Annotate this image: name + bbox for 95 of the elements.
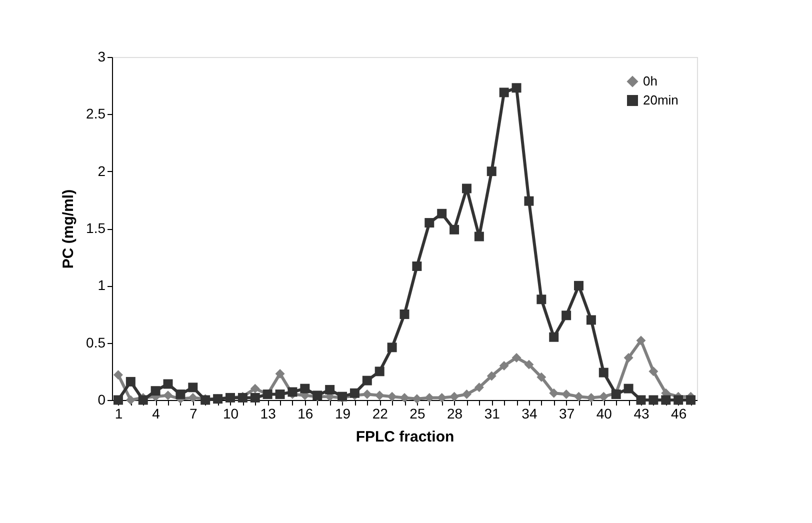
point bbox=[275, 368, 285, 378]
point bbox=[648, 366, 658, 376]
point bbox=[113, 370, 123, 380]
point bbox=[486, 166, 496, 176]
point bbox=[624, 352, 634, 362]
point bbox=[648, 395, 658, 405]
point bbox=[499, 88, 509, 98]
point bbox=[636, 395, 646, 405]
point bbox=[499, 360, 509, 370]
point bbox=[686, 395, 696, 405]
x-tick-label: 13 bbox=[260, 406, 276, 422]
point bbox=[126, 376, 136, 386]
point bbox=[374, 390, 384, 400]
point bbox=[188, 392, 198, 402]
point bbox=[150, 386, 160, 396]
point bbox=[474, 232, 484, 242]
point bbox=[350, 388, 360, 398]
point bbox=[549, 332, 559, 342]
point bbox=[113, 395, 123, 405]
point bbox=[437, 208, 447, 218]
point bbox=[462, 184, 472, 194]
point bbox=[188, 382, 198, 392]
x-tick-label: 28 bbox=[447, 406, 463, 422]
point bbox=[512, 352, 522, 362]
point bbox=[549, 388, 559, 398]
x-axis-title: FPLC fraction bbox=[356, 428, 454, 446]
point bbox=[400, 392, 410, 402]
x-tick-label: 34 bbox=[522, 406, 538, 422]
point bbox=[462, 390, 472, 400]
point bbox=[636, 336, 646, 346]
point bbox=[450, 392, 460, 402]
point bbox=[412, 394, 422, 404]
x-tick-label: 7 bbox=[190, 406, 198, 422]
point bbox=[574, 392, 584, 402]
x-tick-label: 46 bbox=[671, 406, 687, 422]
x-tick-label: 25 bbox=[410, 406, 426, 422]
point bbox=[163, 379, 173, 389]
point bbox=[325, 384, 335, 394]
point bbox=[586, 315, 596, 325]
legend-label: 0h bbox=[643, 74, 658, 88]
point bbox=[275, 390, 285, 400]
point bbox=[412, 261, 422, 271]
y-tick-label: 0.5 bbox=[86, 334, 106, 350]
point bbox=[387, 342, 397, 352]
point bbox=[536, 294, 546, 304]
x-tick-label: 31 bbox=[484, 406, 500, 422]
point bbox=[138, 395, 148, 405]
point bbox=[474, 382, 484, 392]
point bbox=[362, 376, 372, 386]
point bbox=[624, 384, 634, 394]
y-tick-label: 2 bbox=[98, 162, 106, 179]
x-tick-label: 16 bbox=[298, 406, 314, 422]
point bbox=[574, 280, 584, 290]
point bbox=[524, 360, 534, 370]
legend-label: 20min bbox=[643, 92, 678, 108]
y-tick-label: 3 bbox=[98, 48, 106, 64]
point bbox=[374, 366, 384, 376]
point bbox=[536, 372, 546, 382]
point bbox=[598, 392, 608, 402]
point bbox=[424, 218, 434, 228]
point bbox=[424, 392, 434, 402]
x-tick-label: 40 bbox=[596, 406, 612, 422]
point bbox=[512, 83, 522, 93]
x-tick-label: 10 bbox=[222, 406, 239, 422]
point bbox=[562, 390, 572, 400]
point bbox=[163, 390, 173, 400]
y-tick-label: 1.5 bbox=[86, 220, 106, 236]
point bbox=[126, 395, 136, 405]
x-tick-label: 22 bbox=[372, 406, 388, 422]
point bbox=[300, 384, 310, 394]
x-tick-label: 43 bbox=[634, 406, 650, 422]
x-tick-label: 37 bbox=[559, 406, 575, 422]
point bbox=[450, 224, 460, 234]
point bbox=[176, 390, 186, 400]
point bbox=[387, 392, 397, 402]
point bbox=[598, 368, 608, 378]
point bbox=[437, 392, 447, 402]
x-tick-label: 19 bbox=[334, 406, 351, 422]
point bbox=[524, 196, 534, 206]
point bbox=[586, 392, 596, 402]
point bbox=[250, 384, 260, 394]
point bbox=[250, 392, 260, 402]
point bbox=[400, 310, 410, 319]
point bbox=[562, 310, 572, 320]
point bbox=[486, 371, 496, 381]
y-axis-title: PC (mg/ml) bbox=[60, 189, 78, 269]
x-tick-label: 4 bbox=[152, 406, 160, 422]
y-tick-label: 1 bbox=[98, 277, 106, 294]
y-tick-label: 2.5 bbox=[86, 106, 106, 122]
point bbox=[362, 390, 372, 400]
y-tick-label: 0 bbox=[98, 392, 106, 408]
point bbox=[288, 387, 298, 397]
point bbox=[661, 395, 671, 405]
point bbox=[674, 395, 684, 405]
x-tick-label: 1 bbox=[114, 406, 123, 422]
